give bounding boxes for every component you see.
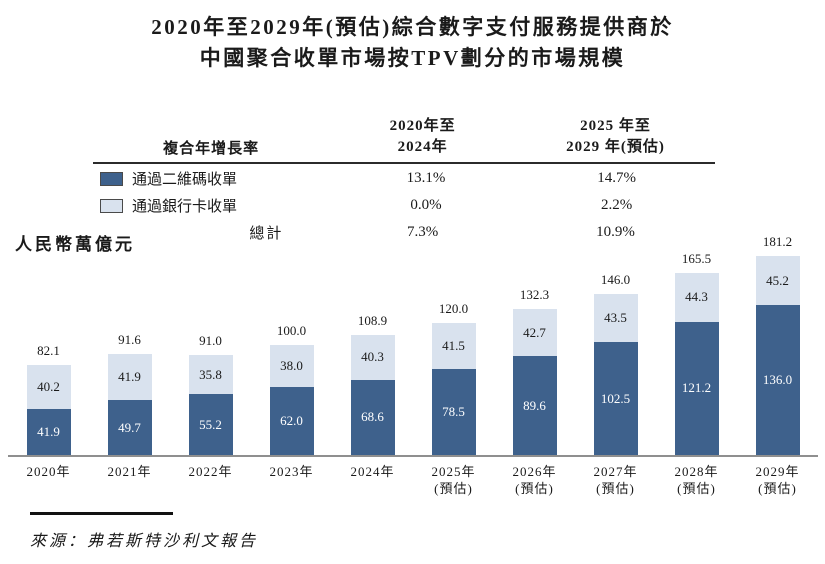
total-value-label: 120.0	[438, 301, 469, 317]
qr-segment: 68.6	[350, 379, 395, 455]
total-value-label: 108.9	[357, 313, 388, 329]
bar-group-2025年: 120.0 41.5 78.5	[413, 240, 494, 455]
cagr-header-label: 複合年增長率	[163, 141, 260, 157]
total-value-label: 91.6	[118, 332, 141, 348]
stacked-bar: 40.2 41.9	[26, 364, 71, 455]
stacked-bar: 45.2 136.0	[755, 255, 800, 455]
total-cagr-2020-2024: 7.3%	[407, 224, 439, 240]
stacked-bar: 41.5 78.5	[431, 323, 476, 455]
bar-group-2026年: 132.3 42.7 89.6	[494, 240, 575, 455]
chart-title-line2: 中國聚合收單市場按TPV劃分的市場規模	[199, 46, 626, 70]
bar-group-2024年: 108.9 40.3 68.6	[332, 240, 413, 455]
total-value-label: 100.0	[276, 323, 307, 339]
qr-cagr-2025-2029: 14.7%	[597, 170, 636, 186]
qr-segment: 78.5	[431, 368, 476, 455]
bar-group-2022年: 91.0 35.8 55.2	[170, 240, 251, 455]
table-row-total: 總計 7.3% 10.9%	[93, 220, 715, 245]
qr-segment: 41.9	[26, 408, 71, 455]
x-axis-line	[8, 455, 818, 457]
y-axis-unit-label: 人民幣萬億元	[15, 235, 135, 254]
stacked-bar: 40.3 68.6	[350, 335, 395, 455]
qr-segment: 102.5	[593, 342, 638, 455]
chart-title-line1: 2020年至2029年(預估)綜合數字支付服務提供商於	[151, 15, 674, 39]
qr-segment: 136.0	[755, 305, 800, 455]
bankcard-segment: 42.7	[512, 309, 557, 357]
qr-cagr-2020-2024: 13.1%	[406, 170, 446, 186]
bankcard-segment: 44.3	[674, 272, 719, 322]
total-value-label: 91.0	[199, 332, 222, 348]
total-row-label: 總計	[249, 226, 284, 242]
bankcard-segment: 43.5	[593, 294, 638, 343]
x-tick-label: 2020年	[26, 464, 71, 479]
bar-group-2027年: 146.0 43.5 102.5	[575, 240, 656, 455]
stacked-bar: 42.7 89.6	[512, 309, 557, 455]
total-value-label: 82.1	[37, 342, 60, 358]
total-value-label: 181.2	[762, 233, 793, 249]
stacked-bar: 35.8 55.2	[188, 354, 233, 455]
total-value-label: 132.3	[519, 287, 550, 303]
chart-title: 2020年至2029年(預估)綜合數字支付服務提供商於 中國聚合收單市場按TPV…	[0, 12, 825, 74]
bar-group-2029年: 181.2 45.2 136.0	[737, 234, 818, 455]
stacked-bar: 43.5 102.5	[593, 294, 638, 455]
x-tick-label: 2026年 (預估)	[512, 464, 557, 496]
bankcard-cagr-2025-2029: 2.2%	[600, 197, 633, 213]
qr-segment: 62.0	[269, 386, 314, 455]
x-tick-label: 2024年	[350, 464, 395, 479]
x-tick-label: 2021年	[107, 464, 152, 479]
legend-item-qr: 通過二維碼收單	[93, 168, 334, 189]
x-tick-label: 2029年 (預估)	[755, 464, 800, 496]
total-row-cell: 總計	[93, 222, 329, 243]
bankcard-segment: 35.8	[188, 354, 233, 395]
table-row-qr: 通過二維碼收單 13.1% 14.7%	[93, 166, 715, 191]
bankcard-segment: 38.0	[269, 345, 314, 387]
x-tick-label: 2027年 (預估)	[593, 464, 638, 496]
bankcard-segment: 45.2	[755, 255, 800, 306]
bankcard-series-label: 通過銀行卡收單	[132, 199, 238, 215]
bar-group-2023年: 100.0 38.0 62.0	[251, 240, 332, 455]
cagr-table: 複合年增長率 2020年至 2024年 2025 年至 2029 年(預估) 通…	[93, 116, 715, 245]
footnote-divider	[30, 512, 173, 515]
bankcard-segment: 41.9	[107, 354, 152, 401]
bankcard-series-swatch	[100, 198, 123, 213]
qr-segment: 121.2	[674, 321, 719, 455]
x-tick-label: 2028年 (預估)	[674, 464, 719, 496]
bar-group-2028年: 165.5 44.3 121.2	[656, 240, 737, 455]
qr-segment: 89.6	[512, 356, 557, 455]
stacked-bar: 41.9 49.7	[107, 354, 152, 455]
bankcard-segment: 40.3	[350, 335, 395, 380]
qr-series-swatch	[100, 171, 123, 186]
bar-group-2020年: 82.1 40.2 41.9	[8, 240, 89, 455]
stacked-bar: 38.0 62.0	[269, 345, 314, 455]
source-note: 來源：弗若斯特沙利文報告	[30, 533, 259, 550]
qr-segment: 55.2	[188, 394, 233, 455]
cagr-header-period2: 2025 年至 2029 年(預估)	[566, 118, 665, 155]
cagr-header-period1: 2020年至 2024年	[389, 118, 456, 155]
x-tick-label: 2022年	[188, 464, 233, 479]
legend-item-bankcard: 通過銀行卡收單	[93, 195, 334, 216]
bankcard-cagr-2020-2024: 0.0%	[410, 197, 442, 213]
bar-chart-plot-area: 82.1 40.2 41.9 91.6 41.9 49.7 91.0 35.8 55.2 100.…	[8, 234, 818, 455]
qr-series-label: 通過二維碼收單	[132, 172, 238, 188]
table-row-bankcard: 通過銀行卡收單 0.0% 2.2%	[93, 193, 715, 218]
total-cagr-2025-2029: 10.9%	[596, 224, 635, 240]
stacked-bar: 44.3 121.2	[674, 272, 719, 455]
bankcard-segment: 40.2	[26, 364, 71, 409]
bar-group-2021年: 91.6 41.9 49.7	[89, 240, 170, 455]
total-value-label: 146.0	[600, 272, 631, 288]
x-tick-label: 2023年	[269, 464, 314, 479]
bankcard-segment: 41.5	[431, 323, 476, 369]
x-tick-label: 2025年 (預估)	[431, 464, 476, 496]
x-axis-tick-labels: 2020年 2021年 2022年 2023年 2024年 2025年 (預估) 2026年(…	[8, 463, 818, 497]
total-value-label: 165.5	[681, 250, 712, 266]
qr-segment: 49.7	[107, 400, 152, 455]
cagr-table-header: 複合年增長率 2020年至 2024年 2025 年至 2029 年(預估)	[93, 116, 715, 164]
